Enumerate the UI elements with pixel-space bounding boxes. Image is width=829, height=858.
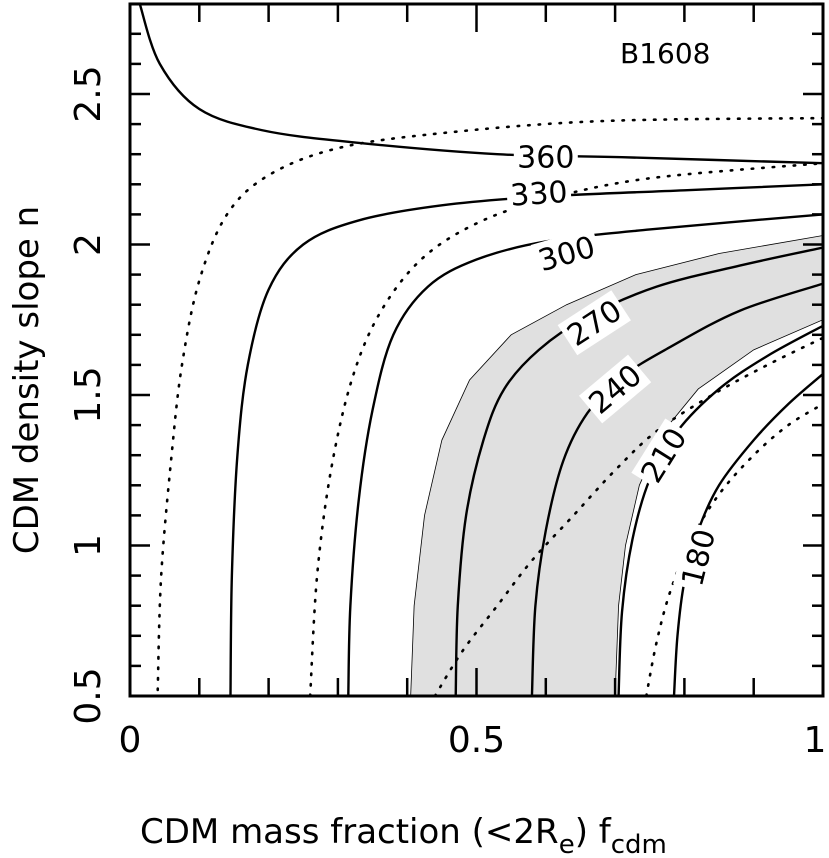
x-tick-label-0.5: 0.5 [448,720,505,761]
contour-line-330 [229,183,823,696]
x-axis-title-main: CDM mass fraction (<2R [140,812,559,852]
contour-line-240 [530,282,823,696]
contour-label-text-300: 300 [535,230,600,279]
y-tick-label-2.5: 2.5 [68,65,109,122]
x-tick-label-0: 0 [119,720,142,761]
contour-line-180 [672,373,823,696]
axis-ticks-layer [128,2,825,698]
y-tick-label-1: 1 [68,534,109,557]
shaded-band-layer [410,235,823,696]
contour-label-180: 180 [673,522,724,593]
contour-line-270 [454,246,823,696]
contour-label-360: 360 [513,139,578,176]
x-axis-title: CDM mass fraction (<2Re) fcdm [140,812,667,858]
annotation-b1608: B1608 [620,37,710,70]
x-axis-title-mid: ) f [575,812,612,852]
x-axis-title-sub2: cdm [611,830,667,858]
x-axis-title-sub: e [559,830,575,858]
contour-label-text-360: 360 [517,141,574,176]
contour-label-text-180: 180 [675,526,723,590]
contour-label-330: 330 [505,173,573,214]
contour-label-300: 300 [530,227,603,280]
contour-line-360 [138,4,823,165]
contour-line-300 [347,213,823,696]
plot-frame [128,2,825,698]
tick-labels-layer: 0 0.5 10.511.522.5 [68,65,826,761]
dotted-contour-9 [433,336,823,696]
contour-label-text-330: 330 [509,175,569,214]
y-tick-label-2: 2 [68,233,109,256]
dotted-contour-7 [156,116,823,692]
y-tick-label-0.5: 0.5 [68,667,109,724]
contour-lines-layer [138,4,823,696]
x-tick-label-1: 1 [804,720,827,761]
y-axis-title: CDM density slope n [7,206,47,554]
y-tick-label-1.5: 1.5 [68,366,109,423]
dotted-contour-10 [644,402,823,696]
shaded-confidence-band [410,235,823,696]
